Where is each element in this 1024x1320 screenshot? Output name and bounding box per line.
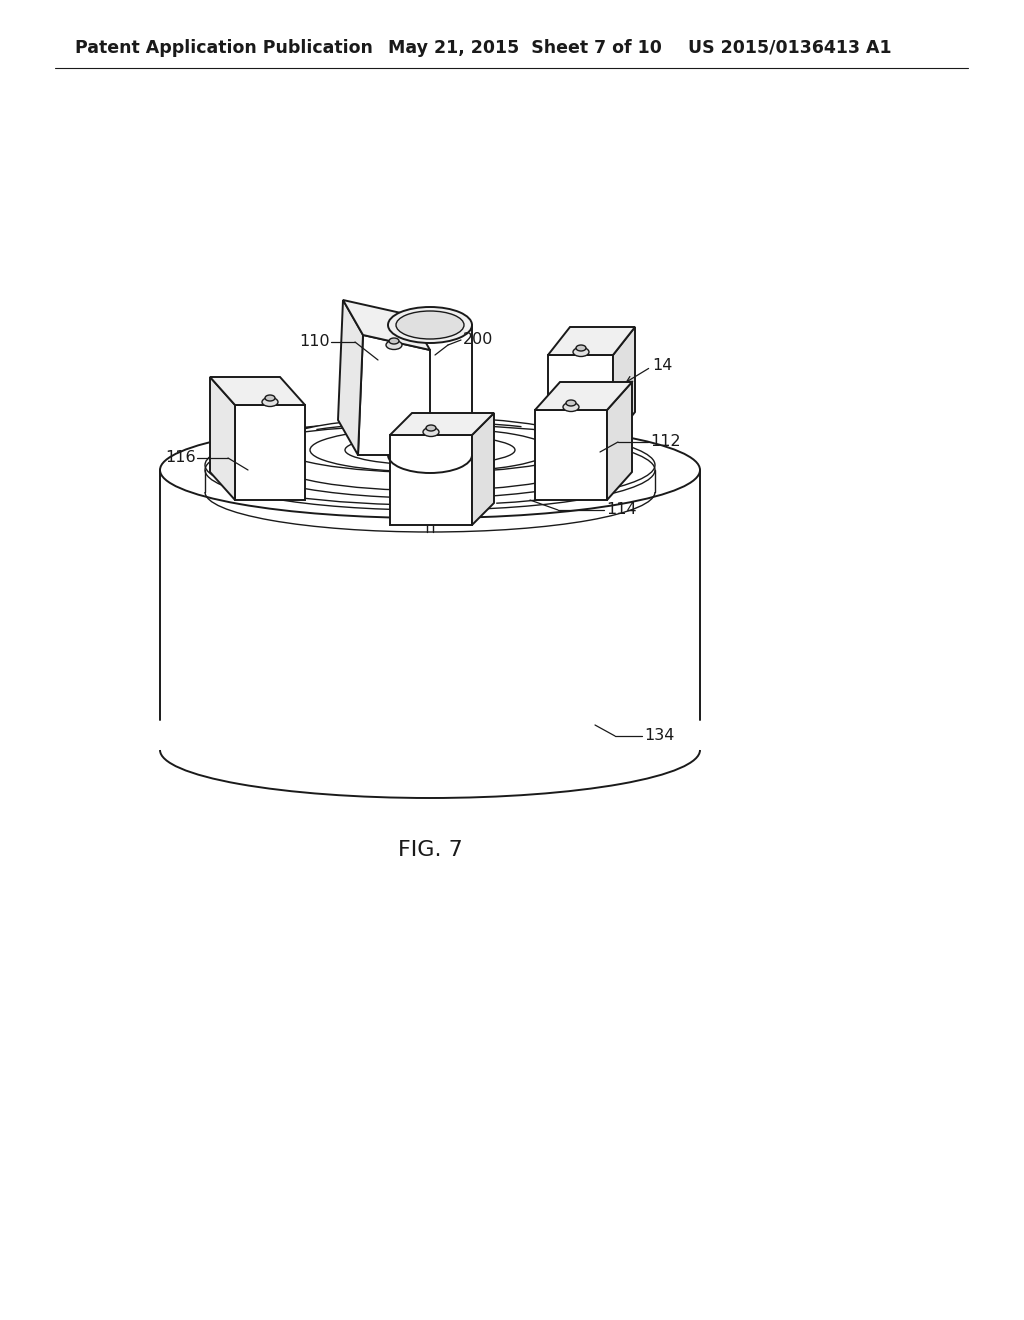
Polygon shape: [210, 378, 305, 405]
Polygon shape: [390, 436, 472, 525]
Ellipse shape: [426, 425, 436, 432]
Ellipse shape: [573, 347, 589, 356]
Polygon shape: [472, 413, 494, 525]
Ellipse shape: [389, 338, 399, 345]
Ellipse shape: [396, 312, 464, 339]
Polygon shape: [390, 413, 494, 436]
Text: US 2015/0136413 A1: US 2015/0136413 A1: [688, 40, 892, 57]
Polygon shape: [234, 405, 305, 500]
Ellipse shape: [563, 403, 579, 412]
Ellipse shape: [566, 400, 575, 407]
Text: FIG. 7: FIG. 7: [397, 840, 463, 861]
Polygon shape: [548, 327, 635, 355]
Polygon shape: [358, 335, 430, 455]
Ellipse shape: [388, 308, 472, 343]
Text: 116: 116: [165, 450, 196, 466]
Ellipse shape: [265, 395, 275, 401]
Polygon shape: [535, 411, 607, 500]
Polygon shape: [343, 300, 430, 350]
Ellipse shape: [423, 428, 439, 437]
Text: 134: 134: [644, 729, 675, 743]
Ellipse shape: [575, 345, 586, 351]
Polygon shape: [210, 378, 234, 500]
Text: 112: 112: [650, 434, 681, 450]
Polygon shape: [613, 327, 635, 440]
Text: 200: 200: [463, 333, 494, 347]
Polygon shape: [607, 381, 632, 500]
Polygon shape: [338, 300, 362, 455]
Text: Patent Application Publication: Patent Application Publication: [75, 40, 373, 57]
Text: 114: 114: [606, 503, 637, 517]
Polygon shape: [535, 381, 632, 411]
Text: 110: 110: [299, 334, 330, 350]
Polygon shape: [548, 355, 613, 440]
Ellipse shape: [386, 341, 402, 350]
Text: 14: 14: [652, 359, 673, 374]
Polygon shape: [160, 470, 700, 750]
Ellipse shape: [262, 397, 278, 407]
Text: May 21, 2015  Sheet 7 of 10: May 21, 2015 Sheet 7 of 10: [388, 40, 662, 57]
Ellipse shape: [160, 422, 700, 517]
Ellipse shape: [275, 417, 585, 473]
